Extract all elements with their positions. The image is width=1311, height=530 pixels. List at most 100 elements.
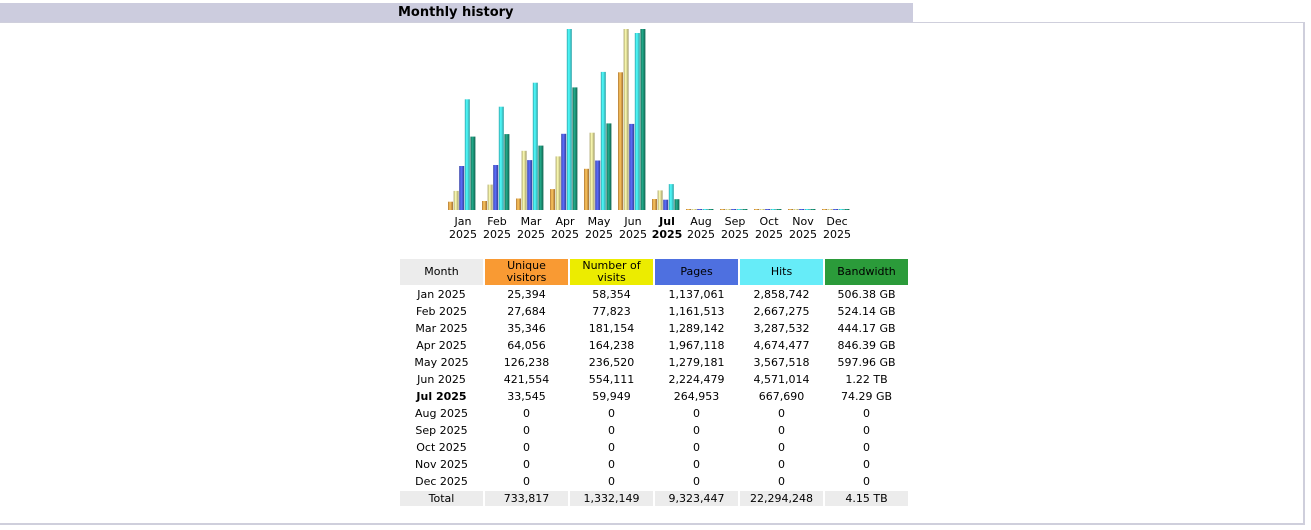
cell-visits: 59,949 <box>592 390 631 403</box>
section-title-bar: Monthly history <box>0 3 913 22</box>
header-pages: Pages <box>655 259 738 285</box>
x-tick-year-sep: 2025 <box>721 228 749 241</box>
cell-pages: 0 <box>693 458 700 471</box>
cell-unique-visitors: 0 <box>523 424 530 437</box>
cell-hits: 3,287,532 <box>753 322 810 335</box>
bar-pages-jun <box>629 123 635 210</box>
cell-month: Mar 2025 <box>415 322 468 335</box>
table-total-row: Total 733,817 1,332,149 9,323,447 22,294… <box>400 491 908 506</box>
header-month: Month <box>400 259 483 285</box>
x-tick-month-mar: Mar <box>521 215 542 228</box>
table-row: Jul 2025 33,545 59,949 264,953 667,690 74.29 … <box>400 389 908 404</box>
bar-pages-oct <box>765 209 771 210</box>
table-row: Mar 2025 35,346 181,154 1,289,142 3,287,532 4… <box>400 321 908 336</box>
cell-pages: 1,137,061 <box>668 288 725 301</box>
bar-pages-jul <box>663 199 669 210</box>
cell-hits: 0 <box>778 475 785 488</box>
table-row: Jun 2025 421,554 554,111 2,224,479 4,571,014… <box>400 372 908 387</box>
cell-month: Jun 2025 <box>417 373 466 386</box>
table-row: May 2025 126,238 236,520 1,279,181 3,567,518… <box>400 355 908 370</box>
bar-bw-jan <box>470 136 476 210</box>
x-tick-month-may: May <box>588 215 611 228</box>
cell-unique-visitors: 0 <box>523 407 530 420</box>
bar-bw-oct <box>776 209 782 210</box>
bar-hits-sep <box>736 209 742 210</box>
cell-visits: 236,520 <box>588 356 635 369</box>
bar-pages-may <box>595 160 601 210</box>
cell-hits: 4,571,014 <box>753 373 810 386</box>
table-row: Sep 2025 0 0 0 0 0 <box>400 423 908 438</box>
bar-bw-aug <box>708 209 714 210</box>
cell-bandwidth: 0 <box>863 458 870 471</box>
bar-hits-nov <box>804 209 810 210</box>
bar-uv-jun <box>618 72 623 210</box>
cell-pages: 1,967,118 <box>668 339 725 352</box>
bar-uv-oct <box>754 209 759 210</box>
x-tick-year-jun: 2025 <box>619 228 647 241</box>
bar-pages-apr <box>561 133 567 210</box>
x-tick-month-apr: Apr <box>555 215 575 228</box>
bar-visits-sep <box>725 209 731 210</box>
cell-bandwidth: 0 <box>863 407 870 420</box>
cell-visits: 0 <box>608 458 615 471</box>
bar-hits-aug <box>702 209 708 210</box>
cell-visits: 77,823 <box>592 305 631 318</box>
cell-month: Oct 2025 <box>416 441 467 454</box>
bar-pages-aug <box>697 209 703 210</box>
bar-hits-dec <box>838 209 844 210</box>
bar-visits-aug <box>691 209 697 210</box>
cell-pages: 0 <box>693 424 700 437</box>
cell-bandwidth: 846.39 GB <box>837 339 896 352</box>
bar-bw-may <box>606 123 612 210</box>
x-tick-month-feb: Feb <box>487 215 506 228</box>
bar-bw-dec <box>844 209 850 210</box>
cell-pages: 0 <box>693 407 700 420</box>
x-tick-month-sep: Sep <box>725 215 746 228</box>
table-header-row: Month Unique visitors Number of visits P… <box>400 259 908 285</box>
total-bandwidth: 4.15 TB <box>825 491 908 506</box>
cell-pages: 2,224,479 <box>668 373 725 386</box>
cell-pages: 1,289,142 <box>668 322 725 335</box>
bar-uv-sep <box>720 209 725 210</box>
table-row: Dec 2025 0 0 0 0 0 <box>400 474 908 489</box>
x-tick-month-aug: Aug <box>690 215 711 228</box>
cell-visits: 164,238 <box>588 339 635 352</box>
cell-visits: 0 <box>608 441 615 454</box>
bar-bw-jun <box>640 29 646 210</box>
cell-pages: 1,279,181 <box>668 356 725 369</box>
bar-hits-jan <box>464 99 470 210</box>
table-row: Apr 2025 64,056 164,238 1,967,118 4,674,477 8… <box>400 338 908 353</box>
total-visits: 1,332,149 <box>570 491 653 506</box>
cell-hits: 2,667,275 <box>753 305 810 318</box>
header-hits: Hits <box>740 259 823 285</box>
bar-hits-may <box>600 71 606 211</box>
x-tick-month-jan: Jan <box>454 215 472 228</box>
bar-uv-apr <box>550 189 555 210</box>
bar-visits-jan <box>453 190 459 210</box>
cell-month: Sep 2025 <box>415 424 468 437</box>
bar-visits-apr <box>555 156 561 210</box>
bar-hits-mar <box>532 82 538 210</box>
cell-month: Jan 2025 <box>417 288 466 301</box>
cell-unique-visitors: 0 <box>523 441 530 454</box>
x-tick-year-feb: 2025 <box>483 228 511 241</box>
cell-hits: 4,674,477 <box>753 339 810 352</box>
bar-visits-jul <box>657 190 663 210</box>
cell-month: Nov 2025 <box>415 458 468 471</box>
cell-unique-visitors: 35,346 <box>507 322 546 335</box>
bar-bw-nov <box>810 209 816 210</box>
bar-visits-may <box>589 132 595 210</box>
x-tick-year-oct: 2025 <box>755 228 783 241</box>
total-label: Total <box>400 491 483 506</box>
bar-hits-jul <box>668 184 674 210</box>
bar-pages-jan <box>459 166 465 210</box>
bar-pages-dec <box>833 209 839 210</box>
cell-bandwidth: 74.29 GB <box>840 390 893 403</box>
table-row: Jan 2025 25,394 58,354 1,137,061 2,858,742 50… <box>400 287 908 302</box>
cell-bandwidth: 0 <box>863 475 870 488</box>
cell-month: May 2025 <box>414 356 469 369</box>
cell-visits: 0 <box>608 424 615 437</box>
cell-hits: 2,858,742 <box>753 288 810 301</box>
bar-bw-jul <box>674 199 680 210</box>
bar-hits-oct <box>770 209 776 210</box>
